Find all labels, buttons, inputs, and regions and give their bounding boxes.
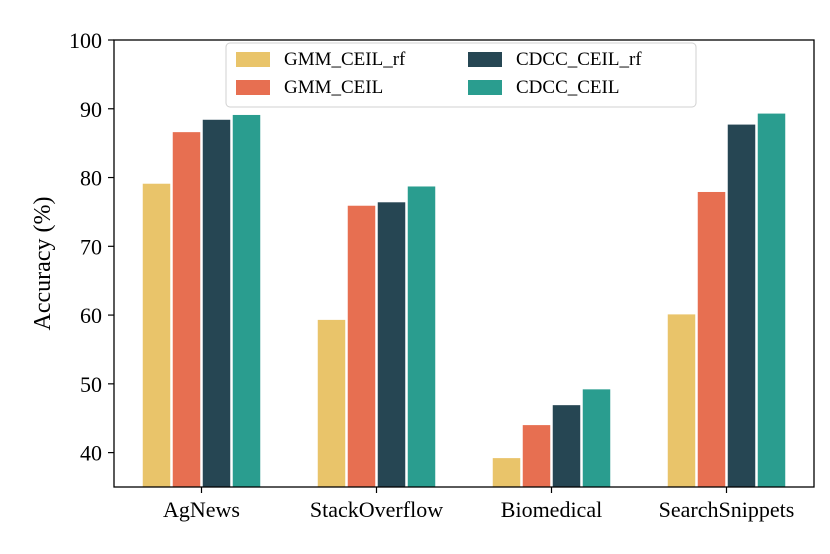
y-tick-label: 70: [80, 234, 102, 259]
bar-GMM_CEIL-StackOverflow: [347, 205, 376, 488]
legend-swatch-GMM_CEIL_rf: [236, 52, 270, 67]
legend-label-GMM_CEIL_rf: GMM_CEIL_rf: [284, 49, 406, 70]
bar-CDCC_CEIL_rf-SearchSnippets: [727, 124, 756, 487]
y-tick-label: 60: [80, 303, 102, 328]
x-tick-label: Biomedical: [501, 497, 602, 522]
y-tick-label: 80: [80, 166, 102, 191]
x-tick-label: StackOverflow: [310, 497, 443, 522]
bar-GMM_CEIL_rf-SearchSnippets: [667, 314, 696, 487]
bar-GMM_CEIL_rf-AgNews: [142, 183, 171, 487]
bar-GMM_CEIL_rf-StackOverflow: [317, 319, 346, 487]
y-axis: 40 50 60 70 80 90 100: [69, 28, 114, 466]
x-tick-label: SearchSnippets: [659, 497, 795, 522]
legend: GMM_CEIL_rf GMM_CEIL CDCC_CEIL_rf CDCC_CEIL: [225, 42, 697, 108]
legend-box: [225, 42, 697, 108]
legend-label-CDCC_CEIL_rf: CDCC_CEIL_rf: [516, 49, 642, 70]
bar-CDCC_CEIL-SearchSnippets: [757, 113, 786, 488]
legend-label-CDCC_CEIL: CDCC_CEIL: [516, 77, 619, 98]
y-tick-label: 50: [80, 372, 102, 397]
legend-label-GMM_CEIL: GMM_CEIL: [284, 77, 383, 98]
bar-CDCC_CEIL_rf-AgNews: [202, 119, 231, 487]
y-axis-label: Accuracy (%): [30, 197, 56, 331]
bar-GMM_CEIL-AgNews: [172, 132, 201, 488]
bars-group: [142, 113, 786, 488]
bar-CDCC_CEIL-StackOverflow: [407, 186, 436, 487]
x-tick-label: AgNews: [163, 497, 240, 522]
bar-CDCC_CEIL_rf-Biomedical: [552, 405, 581, 487]
bar-GMM_CEIL_rf-Biomedical: [492, 458, 521, 487]
bar-GMM_CEIL-Biomedical: [522, 425, 551, 487]
legend-swatch-GMM_CEIL: [236, 80, 270, 95]
bar-CDCC_CEIL_rf-StackOverflow: [377, 202, 406, 487]
x-axis: AgNews StackOverflow Biomedical SearchSnipp…: [163, 487, 794, 522]
legend-swatch-CDCC_CEIL_rf: [468, 52, 502, 67]
bar-CDCC_CEIL-Biomedical: [582, 389, 611, 487]
y-tick-label: 90: [80, 97, 102, 122]
bar-CDCC_CEIL-AgNews: [232, 114, 261, 487]
legend-swatch-CDCC_CEIL: [468, 80, 502, 95]
bar-GMM_CEIL-SearchSnippets: [697, 191, 726, 488]
plot-frame: [113, 39, 815, 488]
y-tick-label: 100: [69, 28, 102, 53]
y-tick-label: 40: [80, 441, 102, 466]
